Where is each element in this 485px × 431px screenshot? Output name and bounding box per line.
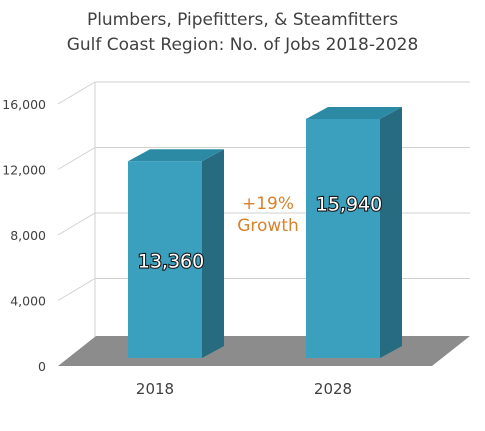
y-tick-label: 4,000 [10, 294, 46, 309]
gridline-diagonal [57, 81, 96, 105]
bar-2028 [306, 106, 402, 358]
bars [128, 106, 402, 358]
y-axis-ticks: 0 4,000 8,000 12,000 16,000 [2, 97, 46, 374]
y-tick-label: 16,000 [2, 97, 46, 112]
y-tick-label: 8,000 [10, 228, 46, 243]
x-category-label: 2028 [314, 380, 352, 398]
y-tick-label: 0 [38, 359, 46, 374]
growth-label-annotation: Growth [237, 216, 299, 236]
gridline-diagonal [57, 212, 96, 236]
growth-percent-annotation: +19% [242, 194, 294, 214]
bar-front [306, 118, 380, 358]
bar-side [380, 106, 402, 358]
bar-top [306, 106, 402, 119]
gridline-diagonal [57, 278, 96, 301]
data-labels: 13,360 15,940 [137, 192, 384, 273]
chart-floor [58, 336, 470, 366]
bar-side [202, 149, 224, 358]
bar-top [128, 149, 224, 162]
chart-subtitle: Gulf Coast Region: No. of Jobs 2018-2028 [66, 35, 419, 55]
data-label-2028: 15,940 [316, 193, 382, 215]
gridline-diagonal [57, 147, 96, 170]
data-label-2018: 13,360 [138, 251, 204, 273]
y-tick-label: 12,000 [2, 163, 46, 178]
x-category-label: 2018 [136, 380, 174, 398]
chart-title: Plumbers, Pipefitters, & Steamfitters [86, 10, 399, 30]
x-axis-categories: 2018 2028 [136, 380, 352, 398]
bar-2018 [128, 149, 224, 358]
bar-front [128, 161, 202, 358]
